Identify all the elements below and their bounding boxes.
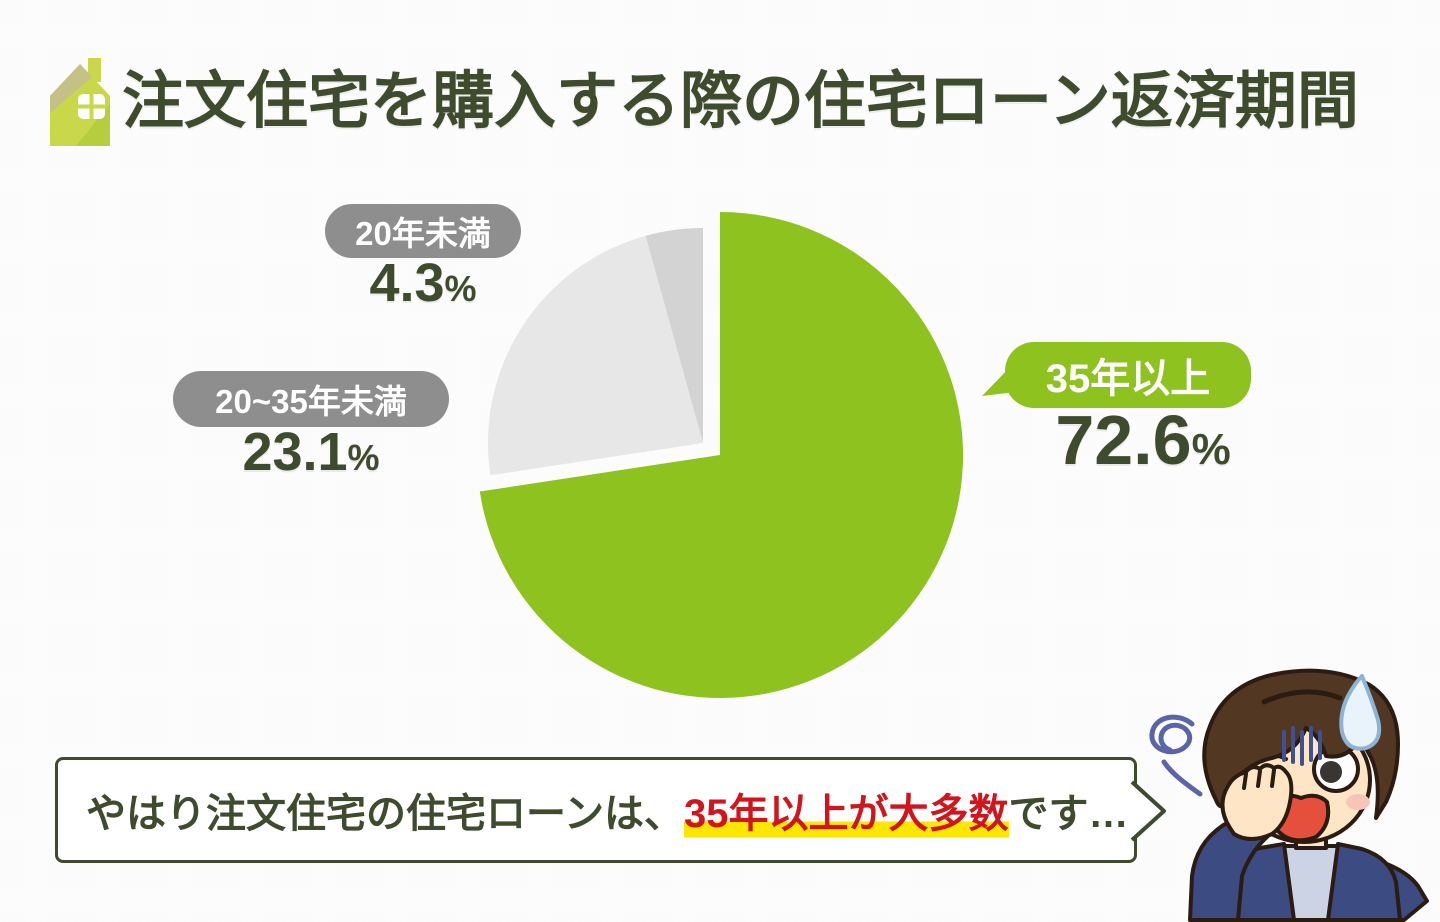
value-20to35-unit: % bbox=[347, 437, 380, 478]
callout-text-before: やはり注文住宅の住宅ローンは、 bbox=[86, 792, 684, 836]
value-over35: 72.6% bbox=[1020, 400, 1266, 480]
value-20to35: 23.1% bbox=[173, 421, 449, 483]
label-pill-under20: 20年未満 bbox=[325, 204, 521, 258]
label-bubble-over35-text: 35年以上 bbox=[1045, 357, 1211, 401]
callout-tail bbox=[1130, 780, 1166, 842]
stress-squiggle-icon bbox=[1149, 714, 1203, 797]
house-icon bbox=[50, 58, 110, 146]
value-20to35-number: 23.1 bbox=[242, 422, 348, 482]
value-over35-number: 72.6 bbox=[1055, 401, 1192, 479]
value-under20: 4.3% bbox=[325, 252, 521, 314]
pie-slice-under20 bbox=[645, 228, 703, 443]
pie-slice-20to35 bbox=[487, 235, 703, 476]
callout-text-after: です… bbox=[1008, 792, 1129, 836]
label-bubble-over35: 35年以上 bbox=[1005, 342, 1251, 408]
pie-slice-over35 bbox=[479, 212, 964, 698]
worried-man-illustration bbox=[1188, 668, 1429, 922]
callout-box: やはり注文住宅の住宅ローンは、 35年以上が大多数 です… bbox=[55, 757, 1137, 863]
value-under20-number: 4.3 bbox=[369, 253, 445, 313]
value-under20-unit: % bbox=[444, 268, 477, 309]
value-over35-unit: % bbox=[1191, 425, 1231, 474]
page-title: 注文住宅を購入する際の住宅ローン返済期間 bbox=[122, 67, 1359, 136]
callout-text-highlight: 35年以上が大多数 bbox=[684, 781, 1009, 839]
label-pill-20to35-text: 20~35年未満 bbox=[215, 383, 407, 420]
label-pill-under20-text: 20年未満 bbox=[355, 215, 491, 252]
label-pill-20to35: 20~35年未満 bbox=[173, 371, 449, 427]
